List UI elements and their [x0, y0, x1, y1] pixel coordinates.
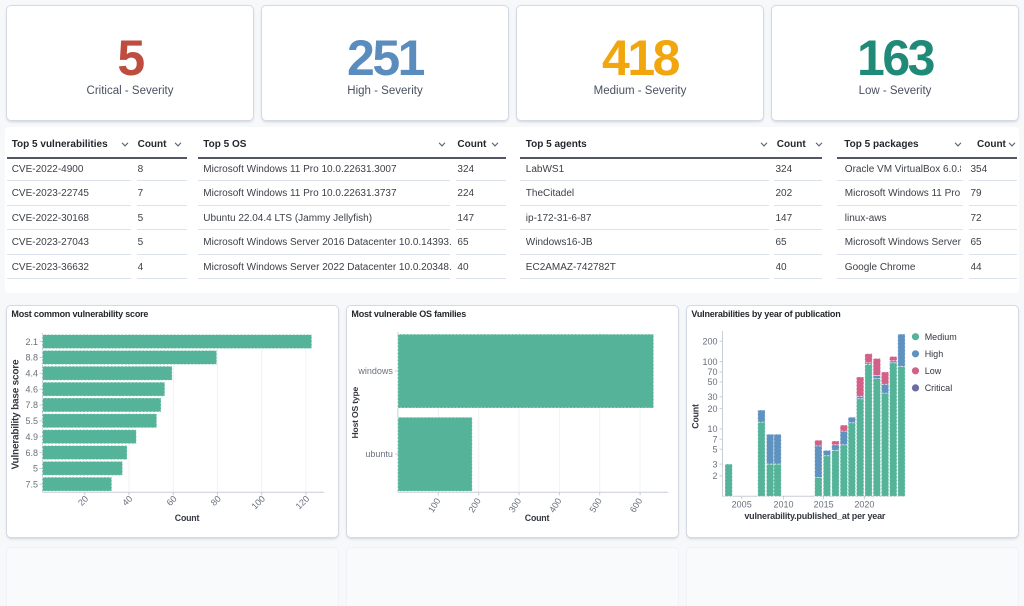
svg-text:200: 200 [702, 337, 717, 347]
svg-text:Host OS type: Host OS type [350, 387, 360, 439]
svg-text:200: 200 [466, 496, 482, 514]
svg-text:500: 500 [587, 496, 603, 514]
svg-text:10: 10 [707, 424, 717, 434]
svg-text:Vulnerability base score: Vulnerability base score [11, 359, 22, 470]
svg-text:40: 40 [120, 494, 134, 508]
svg-text:100: 100 [249, 494, 267, 512]
svg-text:20: 20 [707, 404, 717, 414]
svg-text:Count: Count [175, 513, 200, 523]
svg-text:600: 600 [628, 496, 644, 514]
svg-text:Medium: Medium [925, 332, 957, 342]
svg-text:400: 400 [547, 496, 563, 514]
svg-text:5: 5 [33, 464, 38, 474]
svg-text:30: 30 [707, 392, 717, 402]
svg-text:120: 120 [294, 494, 312, 512]
svg-text:100: 100 [702, 357, 717, 367]
svg-text:2.1: 2.1 [25, 337, 38, 347]
svg-text:4.9: 4.9 [25, 432, 38, 442]
svg-text:2020: 2020 [854, 500, 874, 510]
svg-text:4.6: 4.6 [25, 384, 38, 394]
svg-text:7.8: 7.8 [25, 400, 38, 410]
svg-text:High: High [925, 349, 944, 359]
svg-text:Count: Count [525, 513, 550, 523]
svg-text:2010: 2010 [773, 500, 793, 510]
svg-text:5: 5 [712, 444, 717, 454]
svg-text:5.5: 5.5 [25, 416, 38, 426]
svg-text:80: 80 [209, 494, 223, 508]
svg-text:300: 300 [507, 496, 523, 514]
svg-text:ubuntu: ubuntu [365, 449, 393, 459]
svg-text:2015: 2015 [814, 500, 834, 510]
svg-text:100: 100 [426, 496, 442, 514]
svg-text:70: 70 [707, 367, 717, 377]
svg-text:50: 50 [707, 377, 717, 387]
svg-text:2: 2 [712, 471, 717, 481]
svg-text:Critical: Critical [925, 383, 953, 393]
svg-text:3: 3 [712, 459, 717, 469]
svg-text:7: 7 [712, 435, 717, 445]
svg-text:7.5: 7.5 [25, 479, 38, 489]
svg-text:2005: 2005 [732, 500, 752, 510]
svg-text:20: 20 [76, 494, 90, 508]
svg-text:windows: windows [357, 366, 393, 376]
svg-text:6.8: 6.8 [25, 448, 38, 458]
svg-text:4.4: 4.4 [25, 369, 38, 379]
svg-text:Count: Count [691, 404, 701, 429]
svg-text:vulnerability.published_at per: vulnerability.published_at per year [744, 511, 886, 521]
svg-text:Low: Low [925, 366, 942, 376]
svg-text:60: 60 [165, 494, 179, 508]
svg-text:8.8: 8.8 [25, 353, 38, 363]
